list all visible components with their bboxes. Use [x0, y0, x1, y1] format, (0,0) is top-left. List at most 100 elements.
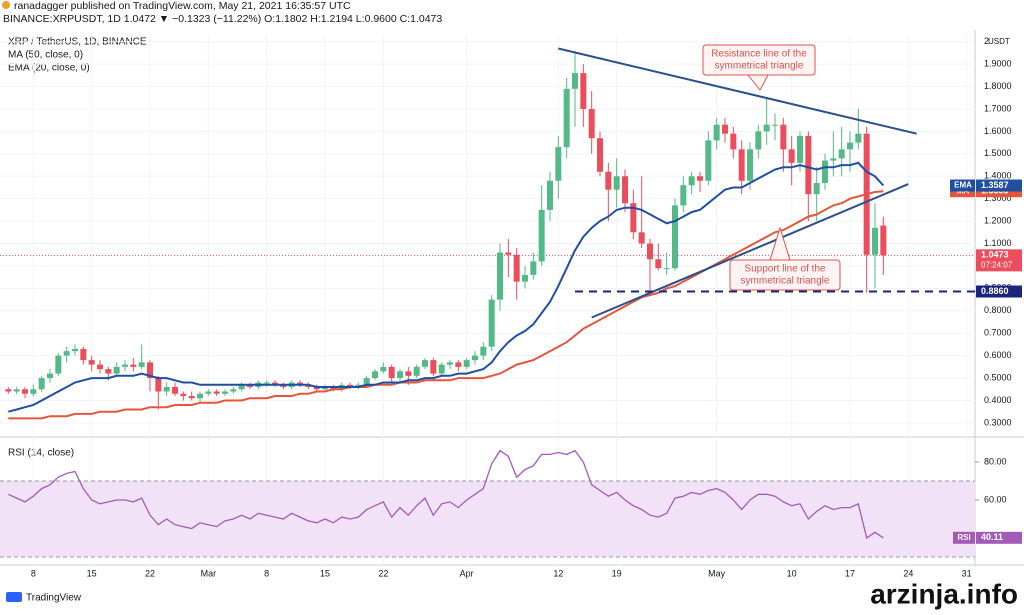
- candle-body: [838, 149, 845, 159]
- x-tick-label: 10: [787, 568, 797, 578]
- x-tick-label: 31: [962, 568, 972, 578]
- countdown: 07:24:07: [981, 260, 1013, 269]
- candle-body: [122, 364, 128, 367]
- candle-body: [572, 73, 578, 89]
- candle-body: [113, 366, 120, 374]
- y-tick-label: 1.1000: [984, 238, 1012, 248]
- x-tick-label: 22: [378, 568, 388, 578]
- candle-body: [388, 366, 395, 379]
- candle-body: [330, 387, 337, 390]
- x-tick-label: Mar: [201, 568, 217, 578]
- candle-body: [413, 366, 420, 376]
- candle-body: [597, 138, 603, 172]
- candle-body: [763, 124, 770, 132]
- y-tick-label: 1.6000: [984, 126, 1012, 136]
- candle-body: [788, 149, 795, 163]
- candle-body: [405, 371, 412, 376]
- candle-body: [547, 180, 553, 210]
- candle-body: [147, 362, 153, 379]
- tag-name: EMA: [954, 181, 972, 190]
- x-tick-label: 8: [31, 568, 36, 578]
- y-tick-label: 0.6000: [984, 350, 1012, 360]
- callout-text: Resistance line of the: [711, 49, 807, 60]
- candle-body: [322, 387, 328, 390]
- trendline: [558, 47, 917, 135]
- candle-body: [63, 351, 70, 356]
- candle-body: [313, 387, 320, 390]
- y-tick-label: 2: [984, 36, 989, 46]
- candle-body: [697, 176, 703, 181]
- candle-body: [713, 124, 720, 141]
- candle-body: [480, 346, 487, 356]
- candle-body: [555, 147, 562, 181]
- rsi-tick-label: 60.00: [984, 494, 1007, 504]
- candle-body: [605, 171, 612, 190]
- candle-body: [305, 384, 312, 388]
- x-tick-label: Apr: [460, 568, 474, 578]
- candle-body: [530, 261, 537, 275]
- callout-text: Support line of the: [744, 264, 826, 275]
- candle-body: [172, 387, 178, 394]
- y-tick-label: 0.8000: [984, 305, 1012, 315]
- x-tick-label: 12: [553, 568, 563, 578]
- candle-body: [180, 393, 187, 397]
- candle-body: [655, 259, 662, 269]
- candle-body: [205, 391, 212, 394]
- candle-body: [47, 373, 53, 379]
- rsi-line: [8, 449, 884, 540]
- candle-body: [672, 205, 678, 269]
- candle-body: [247, 384, 253, 388]
- author-line: ranadagger published on TradingView.com,…: [14, 0, 351, 12]
- candle-body: [138, 362, 145, 367]
- candle-body: [822, 160, 828, 183]
- candle-body: [363, 378, 370, 385]
- legend-ema: EMA (20, close, 0): [8, 63, 90, 74]
- candle-body: [880, 225, 887, 256]
- rsi-name: RSI: [957, 533, 970, 542]
- candle-body: [772, 124, 778, 126]
- candle-body: [163, 387, 170, 392]
- candle-body: [463, 360, 470, 367]
- price-tag-value: 1.3587: [981, 180, 1009, 190]
- candle-body: [805, 135, 812, 195]
- y-tick-label: 1.3000: [984, 193, 1012, 203]
- candle-body: [647, 243, 653, 260]
- rsi-title: RSI (14, close): [8, 448, 74, 459]
- candle-body: [5, 389, 12, 392]
- candle-body: [80, 348, 87, 361]
- candle-body: [347, 384, 353, 388]
- x-tick-label: 15: [320, 568, 330, 578]
- candle-body: [797, 135, 803, 163]
- indicator-line: [8, 190, 884, 420]
- watermark: arzinja.info: [870, 578, 1018, 609]
- candle-body: [297, 382, 303, 385]
- candle-body: [13, 389, 20, 392]
- candle-body: [630, 203, 637, 233]
- candle-body: [447, 362, 453, 365]
- brand: TradingView: [26, 593, 82, 604]
- price-tag-value: 0.8860: [981, 286, 1009, 296]
- y-tick-label: 1.4000: [984, 171, 1012, 181]
- candle-body: [372, 371, 378, 379]
- brand-logo: [6, 592, 22, 602]
- y-tick-label: 0.3000: [984, 417, 1012, 427]
- candle-body: [755, 131, 762, 150]
- candle-body: [622, 176, 628, 204]
- candle-body: [730, 133, 737, 150]
- candle-body: [380, 366, 387, 372]
- x-tick-label: 17: [845, 568, 855, 578]
- callout-text: symmetrical triangle: [715, 61, 804, 72]
- indicator-line: [8, 161, 885, 413]
- y-tick-label: 1.7000: [984, 103, 1012, 113]
- candle-body: [272, 382, 278, 385]
- rsi-tick-label: 80.00: [984, 456, 1007, 466]
- x-tick-label: 19: [612, 568, 622, 578]
- candle-body: [780, 124, 787, 150]
- candle-body: [688, 176, 695, 186]
- candle-body: [747, 149, 753, 181]
- candle-body: [580, 73, 587, 109]
- avatar: [2, 1, 10, 9]
- candle-body: [55, 355, 62, 374]
- y-tick-label: 1.9000: [984, 59, 1012, 69]
